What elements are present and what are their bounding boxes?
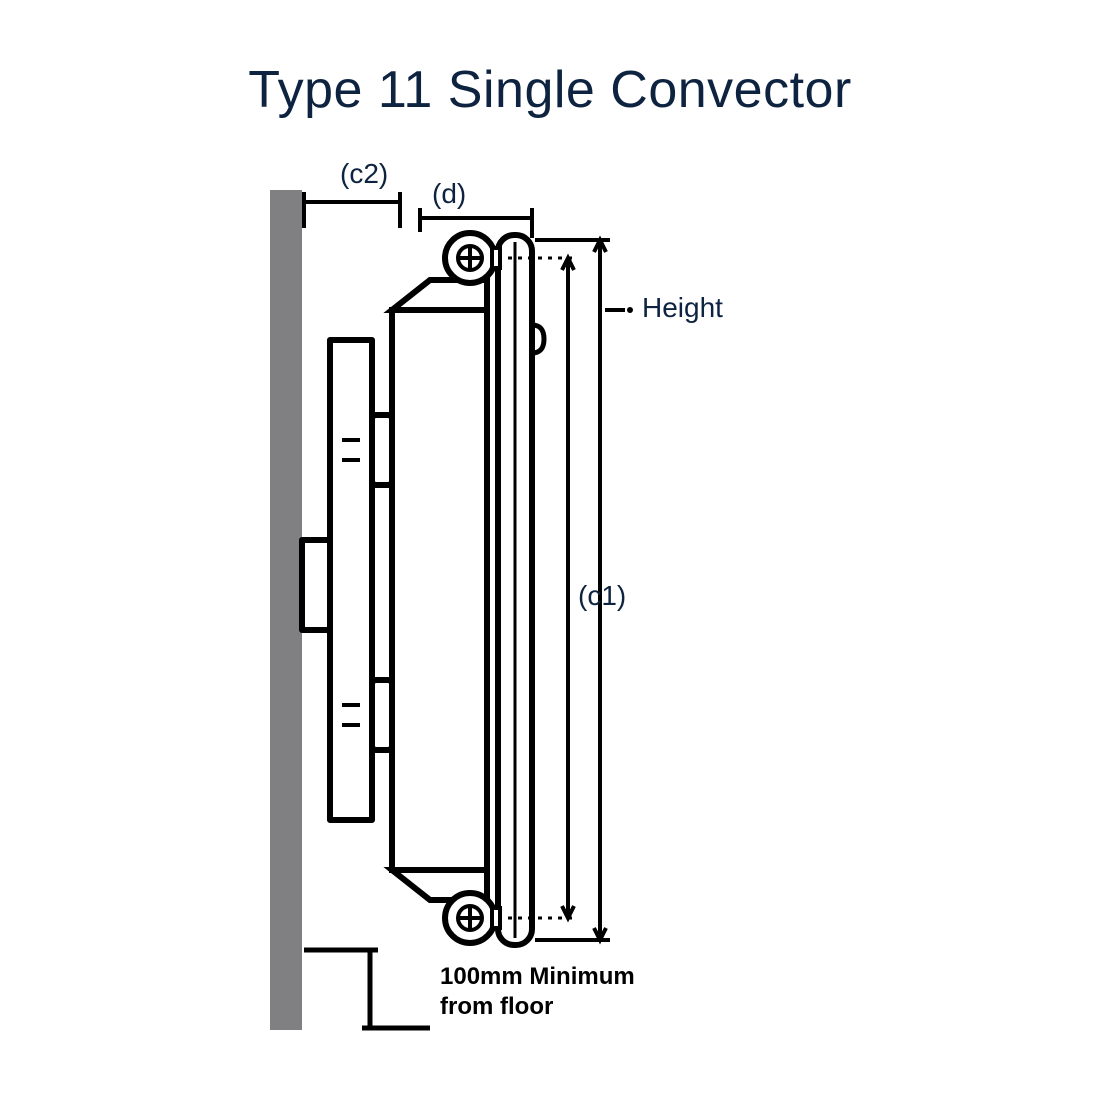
pipe-top bbox=[445, 233, 500, 283]
label-c2: (c2) bbox=[340, 158, 388, 190]
convector-diagram: (c2) (d) Height (c1) 100mm Minimum from … bbox=[270, 150, 830, 1050]
page-title: Type 11 Single Convector bbox=[0, 60, 1100, 120]
floor-note-line2: from floor bbox=[440, 993, 553, 1020]
label-d: (d) bbox=[432, 178, 466, 210]
pipe-bottom bbox=[445, 893, 500, 943]
label-height: Height bbox=[642, 292, 723, 324]
diagram-svg bbox=[270, 150, 830, 1050]
floor-note-line1: 100mm Minimum bbox=[440, 963, 635, 990]
front-panel bbox=[498, 235, 532, 945]
dim-c2 bbox=[304, 192, 400, 228]
label-c1: (c1) bbox=[578, 580, 626, 612]
label-floor-note: 100mm Minimum from floor bbox=[440, 962, 700, 1022]
bracket-assembly bbox=[302, 340, 392, 820]
dim-floor-clearance bbox=[304, 950, 430, 1028]
radiator-body bbox=[392, 280, 487, 900]
wall bbox=[270, 190, 302, 1030]
page: Type 11 Single Convector bbox=[0, 0, 1100, 1100]
